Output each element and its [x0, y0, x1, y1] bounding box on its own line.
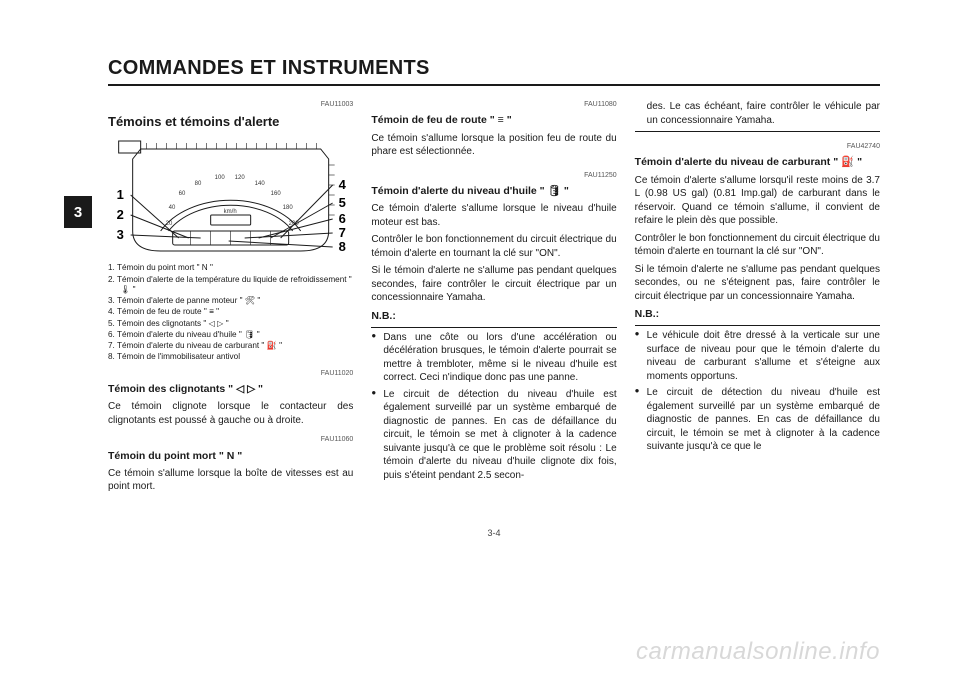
body-text: Contrôler le bon fonctionnement du circu…	[635, 232, 880, 259]
code-fau: FAU11080	[371, 100, 616, 109]
subsection-heading: Témoin d'alerte du niveau de carburant "…	[635, 155, 880, 169]
column-1: FAU11003 Témoins et témoins d'alerte	[108, 100, 353, 498]
code-fau: FAU11020	[108, 369, 353, 378]
speedo-160: 160	[271, 191, 282, 197]
content-columns: FAU11003 Témoins et témoins d'alerte	[108, 100, 880, 498]
body-text: Ce témoin clignote lorsque le contacteur…	[108, 400, 353, 427]
subsection-heading: Témoin d'alerte du niveau d'huile " 🛢 "	[371, 184, 616, 198]
speedo-80: 80	[195, 181, 202, 187]
caption-item: 8. Témoin de l'immobilisateur antivol	[108, 352, 353, 362]
body-text: Ce témoin d'alerte s'allume lorsque le n…	[371, 202, 616, 229]
callout-8: 8	[339, 239, 346, 254]
caption-item: 7. Témoin d'alerte du niveau de carburan…	[108, 341, 353, 351]
list-item: Le circuit de détection du niveau d'huil…	[371, 388, 616, 483]
code-fau: FAU11003	[108, 100, 353, 109]
code-fau: FAU11250	[371, 171, 616, 180]
column-2: FAU11080 Témoin de feu de route " ≡ " Ce…	[371, 100, 616, 498]
speedo-unit: km/h	[224, 209, 237, 215]
code-fau: FAU42740	[635, 142, 880, 151]
list-item: Le circuit de détection du niveau d'huil…	[635, 386, 880, 454]
caption-item: 1. Témoin du point mort " N "	[108, 263, 353, 273]
subsection-heading: Témoin du point mort " N "	[108, 449, 353, 463]
body-text: Ce témoin s'allume lorsque la position f…	[371, 132, 616, 159]
list-item: Le véhicule doit être dressé à la vertic…	[635, 329, 880, 383]
note-list: Le véhicule doit être dressé à la vertic…	[635, 329, 880, 454]
speedo-120: 120	[235, 175, 246, 181]
speedo-100: 100	[215, 175, 226, 181]
body-text: Ce témoin s'allume lorsque la boîte de v…	[108, 467, 353, 494]
list-item: Dans une côte ou lors d'une accélération…	[371, 331, 616, 385]
page: COMMANDES ET INSTRUMENTS 3 FAU11003 Témo…	[0, 0, 960, 678]
note-label: N.B.:	[371, 309, 616, 323]
column-3: des. Le cas échéant, faire contrôler le …	[635, 100, 880, 498]
caption-item: 5. Témoin des clignotants " ◁ ▷ "	[108, 319, 353, 329]
chapter-tab: 3	[64, 196, 92, 228]
note-list: Dans une côte ou lors d'une accélération…	[371, 331, 616, 483]
caption-item: 6. Témoin d'alerte du niveau d'huile " 🛢…	[108, 330, 353, 340]
note-label: N.B.:	[635, 307, 880, 321]
body-text: Si le témoin d'alerte ne s'allume pas pe…	[371, 264, 616, 305]
speedo-40: 40	[169, 205, 176, 211]
callout-5: 5	[339, 195, 346, 210]
caption-item: 4. Témoin de feu de route " ≡ "	[108, 307, 353, 317]
watermark: carmanualsonline.info	[636, 638, 880, 666]
section-heading: Témoins et témoins d'alerte	[108, 113, 353, 131]
callout-7: 7	[339, 225, 346, 240]
note-rule	[371, 327, 616, 328]
note-rule	[635, 325, 880, 326]
callout-4: 4	[339, 177, 347, 192]
callout-3: 3	[117, 227, 124, 242]
code-fau: FAU11060	[108, 435, 353, 444]
callout-6: 6	[339, 211, 346, 226]
speedo-180: 180	[283, 205, 294, 211]
body-text: Contrôler le bon fonctionnement du circu…	[371, 233, 616, 260]
callout-1: 1	[117, 187, 124, 202]
subsection-heading: Témoin de feu de route " ≡ "	[371, 113, 616, 127]
body-text: Si le témoin d'alerte ne s'allume pas pe…	[635, 263, 880, 304]
speedo-60: 60	[179, 191, 186, 197]
caption-item: 3. Témoin d'alerte de panne moteur " 🛠 "	[108, 296, 353, 306]
instrument-diagram: 20 40 60 80 100 120 140 160 180 200 km/h	[108, 135, 353, 255]
note-rule	[635, 131, 880, 132]
page-number: 3-4	[108, 528, 880, 538]
subsection-heading: Témoin des clignotants " ◁ ▷ "	[108, 382, 353, 396]
speedo-20: 20	[166, 221, 173, 227]
diagram-captions: 1. Témoin du point mort " N " 2. Témoin …	[108, 263, 353, 362]
chapter-title: COMMANDES ET INSTRUMENTS	[108, 57, 880, 86]
body-text: Ce témoin d'alerte s'allume lorsqu'il re…	[635, 174, 880, 228]
body-text: des. Le cas échéant, faire contrôler le …	[635, 100, 880, 127]
caption-item: 2. Témoin d'alerte de la température du …	[108, 275, 353, 296]
speedo-140: 140	[255, 181, 266, 187]
callout-2: 2	[117, 207, 124, 222]
